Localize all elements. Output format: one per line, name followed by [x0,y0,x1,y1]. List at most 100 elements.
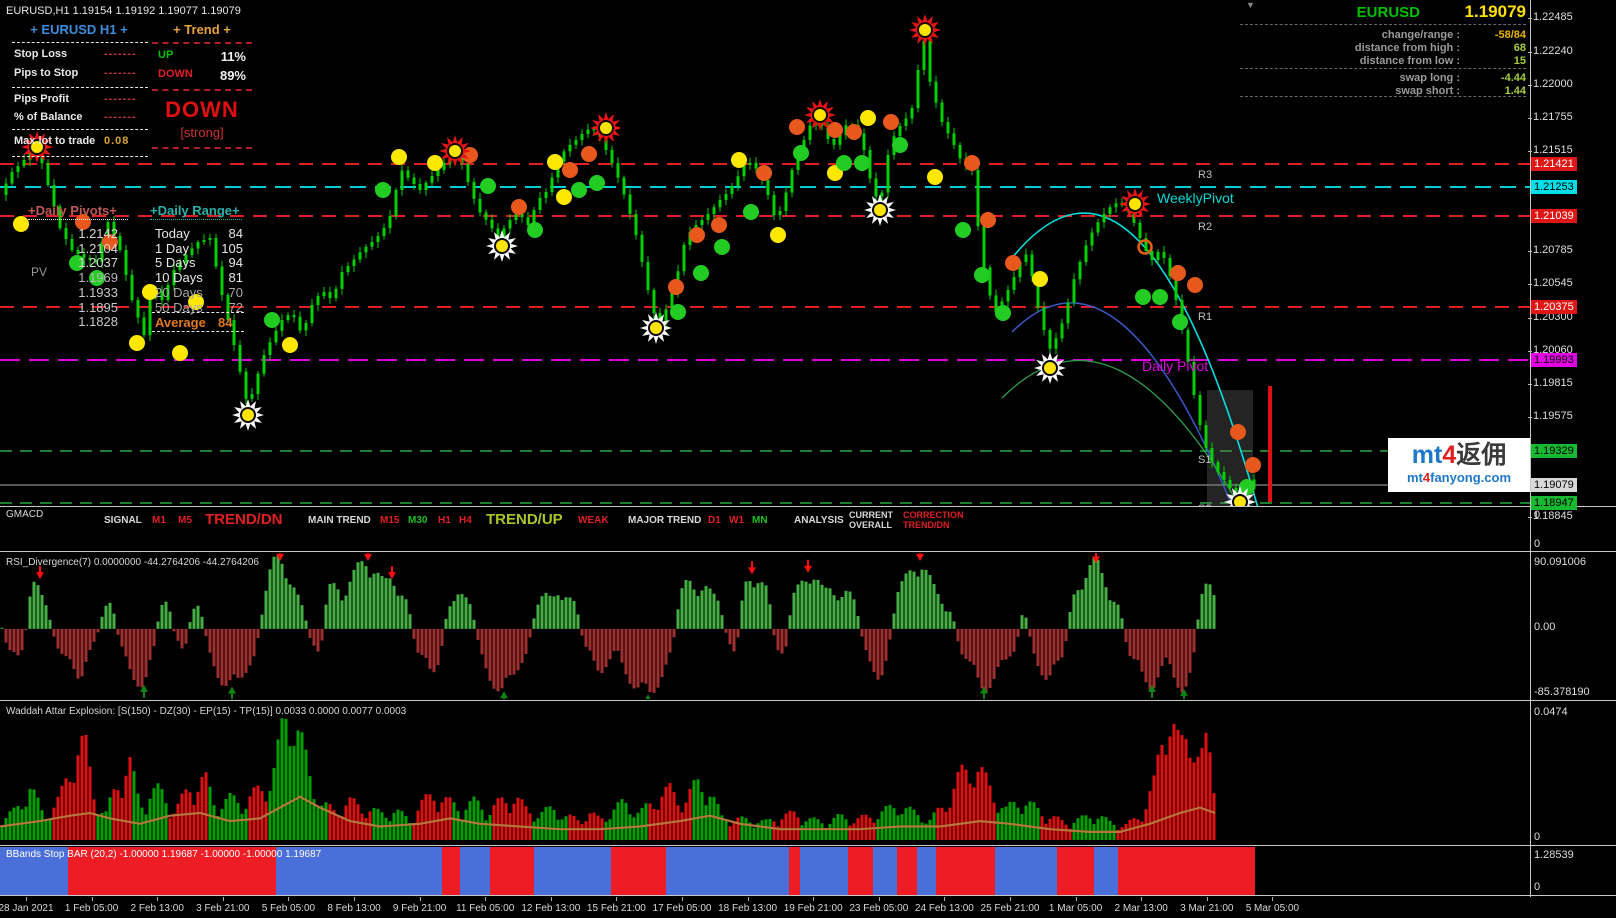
candle-body [346,266,350,272]
time-axis-label[interactable]: 1 Feb 05:00 [64,903,119,914]
waddah-bar [500,797,504,840]
time-axis-label[interactable]: 1 Mar 05:00 [1048,903,1103,914]
waddah-bar [532,821,536,840]
time-axis-label[interactable]: 25 Feb 21:00 [980,903,1040,914]
time-axis-label[interactable]: 3 Mar 21:00 [1180,903,1234,914]
waddah-bar [928,819,932,840]
gmacd-analysis: ANALYSIS [794,515,844,526]
sun-marker-white-icon [864,194,896,226]
bbands-stop-bar[interactable] [0,847,1530,895]
rsi-bar [220,628,224,686]
price-level-badge: 1.19329 [1531,444,1577,458]
rsi-bar [792,592,796,629]
watermark-url[interactable]: mt4fanyong.com [1406,470,1512,485]
panel-separator[interactable] [0,506,1616,507]
rsi-bar [1168,628,1172,665]
waddah-bar [60,785,64,840]
rsi-bar [892,613,896,629]
candle-body [520,214,524,218]
candle-body [442,162,446,170]
waddah-bar [920,822,924,840]
sun-marker-white-icon [1034,352,1066,384]
waddah-bar [180,793,184,840]
time-tick-mark [1010,897,1011,901]
rsi-bar [112,613,116,629]
time-axis-label[interactable]: 18 Feb 13:00 [718,903,778,914]
pivot-label-r1: R1 [1198,311,1212,323]
time-axis-label[interactable]: 9 Feb 21:00 [392,903,447,914]
signal-dot-o [1245,457,1261,473]
candle-body [664,309,668,322]
range-row-label: 10 Days [155,270,203,286]
time-tick-mark [616,897,618,901]
time-axis-label[interactable]: 8 Feb 13:00 [327,903,381,914]
time-axis-label[interactable]: 2 Mar 13:00 [1114,903,1168,914]
waddah-attar-chart[interactable] [0,702,1530,844]
signal-dot-y [927,169,943,185]
sun-core [1234,496,1246,506]
bbands-segment-blue [1094,847,1118,895]
signal-dot-o [75,214,91,230]
time-axis-label[interactable]: 28 Jan 2021 [0,903,54,914]
gmacd-m5: M5 [178,515,192,526]
waddah-bar [684,802,688,840]
waddah-bar [776,826,780,840]
time-axis-label[interactable]: 11 Feb 05:00 [456,903,515,914]
time-axis-label[interactable]: 17 Feb 05:00 [652,903,712,914]
waddah-bar [264,801,268,840]
info-symbol: EURUSD [1356,4,1420,21]
candle-body [1006,290,1010,302]
rsi-bar [408,614,412,629]
panel-separator[interactable] [0,551,1616,552]
pivot-label-s1: S1 [1198,454,1211,466]
waddah-bar [268,791,272,840]
time-axis-label[interactable]: 5 Mar 05:00 [1245,903,1300,914]
panel-separator[interactable] [0,845,1616,846]
panel-separator[interactable] [0,700,1616,701]
time-axis-label[interactable]: 23 Feb 05:00 [849,903,909,914]
time-axis-label[interactable]: 2 Feb 13:00 [130,903,184,914]
time-axis-label[interactable]: 15 Feb 21:00 [586,903,646,914]
time-axis-label[interactable]: 3 Feb 21:00 [196,903,250,914]
candle-body [304,323,308,331]
waddah-bar [764,819,768,840]
price-tick-label: 1.19575 [1533,410,1573,422]
time-axis-label[interactable]: 24 Feb 13:00 [914,903,974,914]
waddah-bar [96,815,100,840]
rsi-divergence-chart[interactable] [0,553,1530,699]
rsi-bar [520,628,524,663]
rsi-bar [448,606,452,629]
candle-body [1198,395,1202,425]
candle-body [628,194,632,214]
rsi-bar [140,628,144,688]
rsi-bar [540,596,544,629]
rsi-bar [960,628,964,655]
time-tick-mark [419,897,421,901]
main-price-chart[interactable]: R3 WeeklyPivot R2 R1 Daily Pivot S1 S2 [0,0,1530,506]
price-tick-mark [1528,318,1532,319]
rsi-bar [316,628,320,652]
rsi-bar [1064,628,1068,642]
info-row-value: 68 [1513,42,1526,54]
waddah-bar [156,783,160,840]
rsi-bar [528,628,532,638]
bbands-segment-red [442,847,460,895]
time-axis-label[interactable]: 19 Feb 21:00 [783,903,843,914]
rsi-header: RSI_Divergence(7) 0.0000000 -44.2764206 … [6,557,259,568]
rsi-bar [1112,601,1116,629]
candle-body [562,151,566,162]
signal-dot-y [13,216,29,232]
rsi-bar [1128,628,1132,656]
bbands-segment-blue [800,847,848,895]
time-axis-label[interactable]: 12 Feb 13:00 [521,903,581,914]
waddah-bar [864,814,868,840]
time-axis[interactable]: 28 Jan 2021 1 Feb 05:00 2 Feb 13:00 3 Feb 2… [0,897,1616,918]
waddah-bar [196,791,200,840]
collapse-arrow-icon[interactable]: ▼ [1246,0,1255,10]
time-axis-label[interactable]: 5 Feb 05:00 [261,903,316,914]
rsi-bar [948,611,952,629]
rsi-bar [224,628,228,686]
rsi-bar [284,578,288,629]
candle-body [1138,222,1142,238]
candle-body [298,316,302,331]
